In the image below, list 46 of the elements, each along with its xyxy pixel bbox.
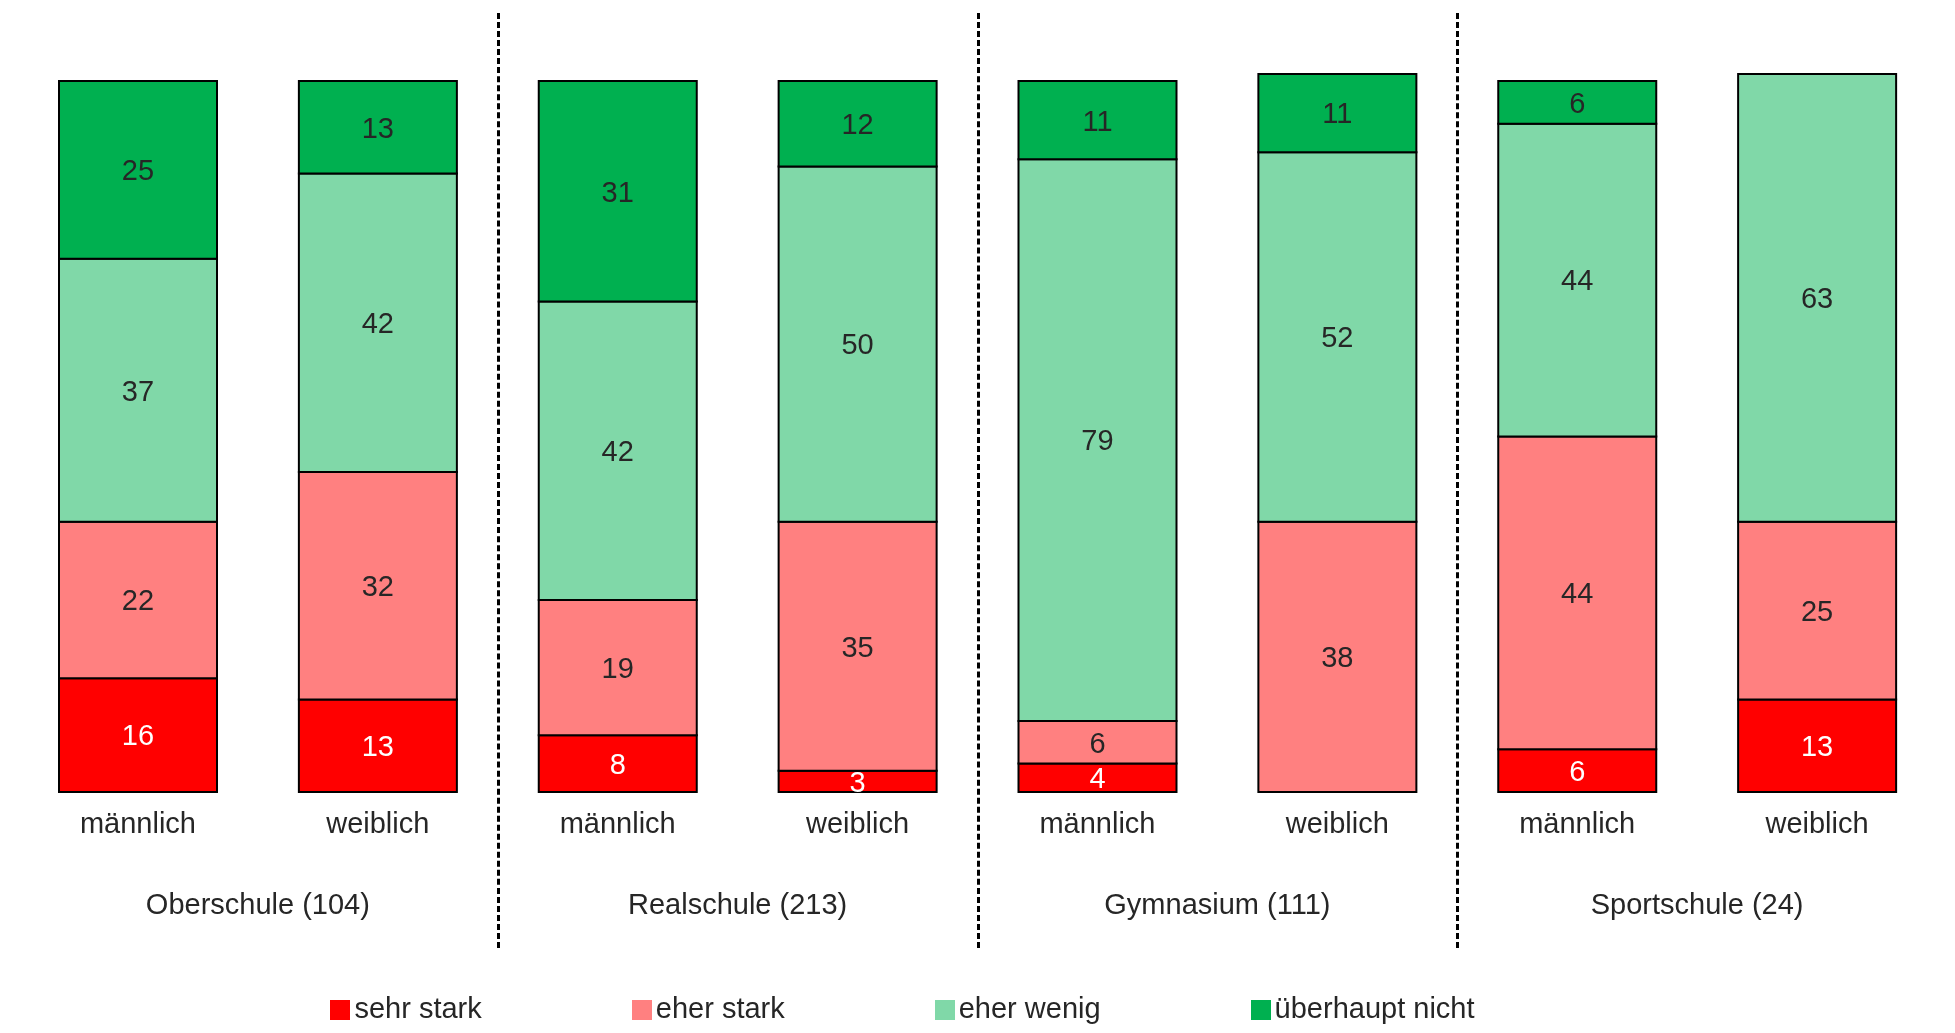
data-label: 8 (609, 747, 626, 780)
data-label: 37 (121, 374, 155, 407)
text: Realschule (213) (627, 888, 849, 921)
data-label: 79 (1081, 424, 1114, 457)
x-tick-label: weiblich (1284, 806, 1389, 839)
data-label: 44 (1561, 577, 1594, 610)
data-label: 13 (361, 111, 395, 144)
text: Sportschule (24) (1589, 888, 1805, 921)
legend-label: eher stark (655, 992, 785, 1024)
x-tick-label: männlich (1039, 806, 1156, 839)
data-label: 31 (601, 175, 634, 208)
data-label: 4 (1089, 762, 1106, 795)
data-label: 12 (841, 108, 874, 141)
data-label: 6 (1569, 86, 1586, 119)
data-label: 32 (361, 570, 395, 603)
data-label: 38 (1321, 641, 1354, 674)
x-tick-label: männlich (1519, 806, 1636, 839)
text: Oberschule (104) (144, 888, 371, 921)
legend-label: sehr stark (354, 992, 482, 1024)
data-label: 42 (601, 435, 634, 468)
text: Gymnasium (111) (1103, 888, 1332, 921)
x-tick-label: weiblich (325, 806, 430, 839)
legend-label: eher wenig (958, 992, 1101, 1024)
data-label: 11 (1082, 104, 1113, 137)
data-label: 44 (1561, 264, 1594, 297)
data-label: 50 (841, 328, 874, 361)
data-label: 11 (1322, 97, 1353, 130)
data-label: 16 (121, 719, 155, 752)
data-label: 25 (1800, 595, 1834, 628)
data-label: 13 (1800, 730, 1834, 763)
data-label: 13 (361, 730, 395, 763)
x-tick-label: männlich (559, 806, 676, 839)
data-label: 25 (121, 154, 155, 187)
data-label: 63 (1800, 282, 1834, 315)
data-label: 6 (1089, 726, 1106, 759)
data-label: 3 (849, 765, 866, 798)
data-label: 42 (361, 307, 395, 340)
data-label: 52 (1321, 321, 1354, 354)
x-tick-label: männlich (79, 806, 196, 839)
x-tick-label: weiblich (1764, 806, 1869, 839)
legend-label: überhaupt nicht (1274, 992, 1475, 1024)
data-label: 35 (841, 630, 874, 663)
data-label: 22 (121, 584, 155, 617)
x-tick-label: weiblich (804, 806, 910, 839)
data-label: 6 (1569, 754, 1586, 787)
data-label: 19 (601, 651, 634, 684)
